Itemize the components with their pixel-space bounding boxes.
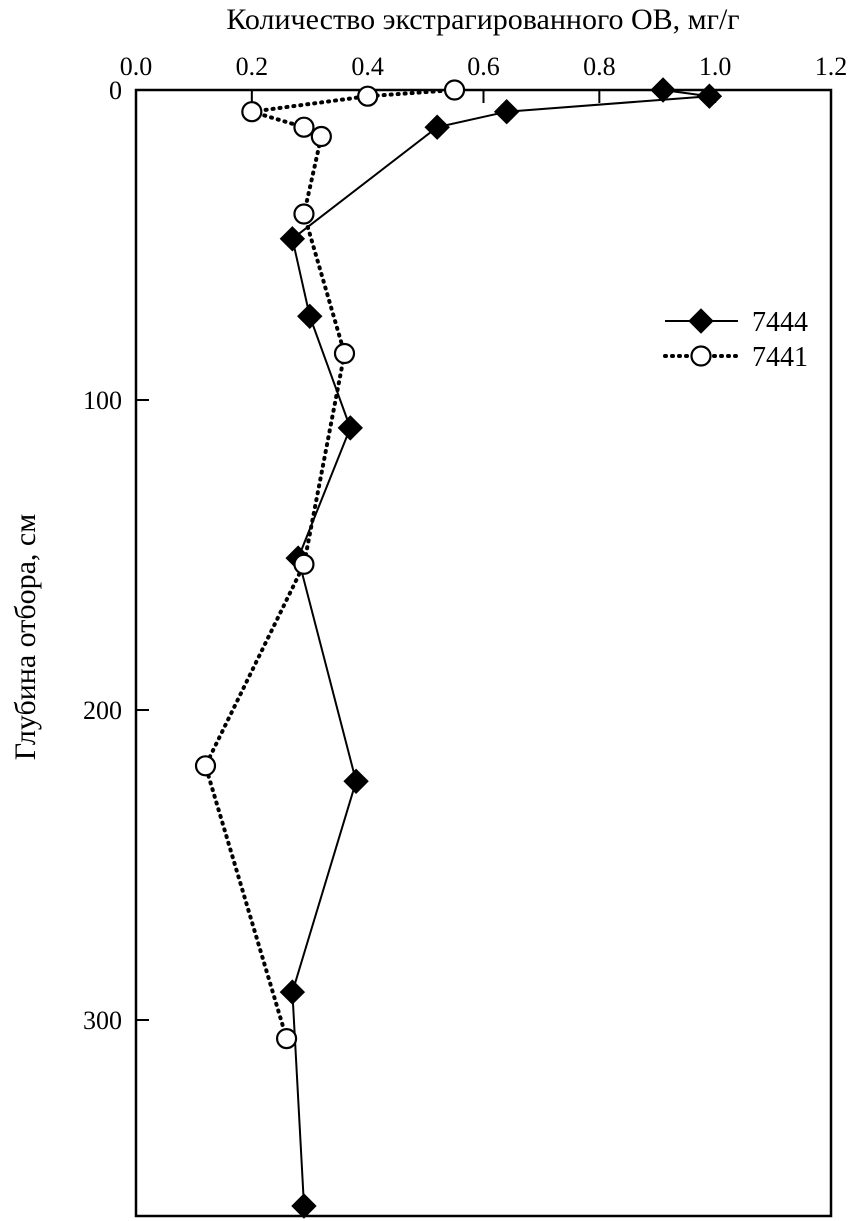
legend: 7444 7441 (663, 307, 808, 373)
data-point (291, 1193, 317, 1219)
data-point (650, 77, 676, 103)
y-axis: 0 100 200 300 (83, 76, 149, 1035)
x-axis-label: Количество экстрагированного ОВ, мг/г (226, 3, 739, 36)
x-tick-label: 0.2 (236, 52, 269, 81)
legend-marker (688, 308, 714, 334)
data-point (293, 116, 315, 138)
series-line (203, 88, 457, 1041)
data-point (310, 125, 332, 148)
x-tick-label: 0.0 (120, 52, 153, 81)
data-point (696, 83, 723, 109)
data-point (337, 415, 363, 441)
x-tick-label: 0.6 (467, 52, 500, 81)
y-tick-label: 100 (83, 386, 122, 415)
x-tick-label: 0.4 (351, 52, 384, 81)
legend-label: 7441 (752, 342, 808, 373)
data-point (275, 1027, 298, 1050)
legend-item: 7441 (663, 342, 808, 373)
plot-frame (134, 88, 833, 1218)
data-point (357, 85, 379, 107)
data-point (297, 303, 323, 330)
data-point (443, 79, 466, 101)
series-7444 (279, 77, 723, 1219)
y-tick-label: 300 (83, 1006, 122, 1035)
data-point (194, 755, 217, 777)
y-tick-label: 0 (109, 76, 122, 105)
legend-label: 7444 (752, 307, 808, 338)
data-point (424, 114, 450, 140)
data-point (293, 203, 315, 225)
data-point (493, 98, 520, 125)
series-layer (194, 77, 723, 1219)
data-point (343, 768, 369, 795)
legend-marker (690, 345, 712, 367)
legend-item: 7444 (665, 307, 808, 338)
y-axis-label: Глубина отбора, см (9, 514, 42, 760)
y-tick-label: 200 (83, 696, 122, 725)
data-point (293, 553, 315, 575)
series-line (291, 89, 710, 1207)
data-point (333, 342, 356, 365)
data-point (241, 101, 263, 123)
data-point (279, 226, 306, 252)
x-axis: 0.0 0.2 0.4 0.6 0.8 1.0 1.2 (120, 52, 848, 103)
series-7441 (194, 79, 466, 1050)
x-tick-label: 1.0 (699, 52, 732, 81)
x-tick-label: 1.2 (815, 52, 848, 81)
x-tick-label: 0.8 (583, 52, 616, 81)
data-point (279, 979, 306, 1005)
